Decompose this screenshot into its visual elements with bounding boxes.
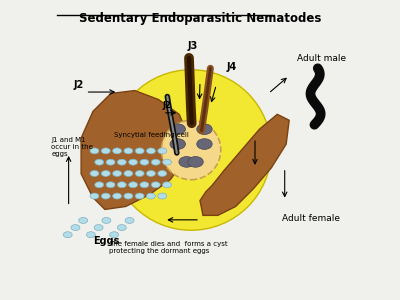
Text: The female dies and  forms a cyst
protecting the dormant eggs: The female dies and forms a cyst protect… [109, 241, 228, 254]
Ellipse shape [86, 232, 95, 238]
Ellipse shape [94, 225, 103, 230]
Ellipse shape [197, 139, 212, 149]
Ellipse shape [102, 218, 111, 224]
Ellipse shape [162, 159, 172, 165]
Ellipse shape [95, 182, 104, 188]
Text: J3: J3 [187, 41, 198, 51]
Ellipse shape [101, 193, 110, 199]
Ellipse shape [106, 182, 115, 188]
Ellipse shape [125, 218, 134, 224]
Ellipse shape [135, 193, 144, 199]
Ellipse shape [158, 193, 167, 199]
Ellipse shape [71, 225, 80, 230]
Ellipse shape [140, 159, 149, 165]
Ellipse shape [117, 159, 126, 165]
Text: Sedentary Endoparasitic Nematodes: Sedentary Endoparasitic Nematodes [79, 12, 321, 25]
Ellipse shape [146, 148, 156, 154]
Ellipse shape [140, 182, 149, 188]
Text: J2: J2 [163, 101, 172, 110]
Ellipse shape [129, 182, 138, 188]
Ellipse shape [113, 170, 122, 176]
Ellipse shape [90, 193, 99, 199]
Ellipse shape [129, 159, 138, 165]
Ellipse shape [179, 157, 194, 167]
Ellipse shape [135, 148, 144, 154]
Ellipse shape [188, 157, 203, 167]
Ellipse shape [162, 182, 172, 188]
Ellipse shape [146, 193, 156, 199]
Circle shape [161, 120, 221, 180]
Text: Eggs: Eggs [93, 236, 119, 246]
Polygon shape [81, 91, 188, 209]
Ellipse shape [151, 182, 160, 188]
Text: Adult female: Adult female [282, 214, 340, 223]
Polygon shape [200, 114, 289, 215]
Ellipse shape [110, 232, 118, 238]
Ellipse shape [63, 232, 72, 238]
Text: Syncytial feeding cell: Syncytial feeding cell [114, 132, 189, 138]
Ellipse shape [101, 170, 110, 176]
Ellipse shape [113, 193, 122, 199]
Ellipse shape [95, 159, 104, 165]
Ellipse shape [170, 139, 186, 149]
Ellipse shape [158, 170, 167, 176]
Ellipse shape [124, 193, 133, 199]
Ellipse shape [151, 159, 160, 165]
Ellipse shape [79, 218, 88, 224]
Ellipse shape [135, 170, 144, 176]
Text: J4: J4 [227, 62, 237, 72]
Ellipse shape [106, 159, 115, 165]
Ellipse shape [170, 124, 186, 134]
Ellipse shape [113, 148, 122, 154]
Ellipse shape [90, 170, 99, 176]
Ellipse shape [90, 148, 99, 154]
Ellipse shape [146, 170, 156, 176]
Ellipse shape [124, 148, 133, 154]
Ellipse shape [117, 225, 126, 230]
Ellipse shape [158, 148, 167, 154]
Text: J1 and M1
occur in the
eggs: J1 and M1 occur in the eggs [51, 136, 93, 157]
Ellipse shape [101, 148, 110, 154]
Text: J2: J2 [74, 80, 84, 90]
Ellipse shape [124, 170, 133, 176]
Ellipse shape [197, 124, 212, 134]
Circle shape [111, 70, 271, 230]
Ellipse shape [117, 182, 126, 188]
Text: Adult male: Adult male [296, 54, 346, 63]
